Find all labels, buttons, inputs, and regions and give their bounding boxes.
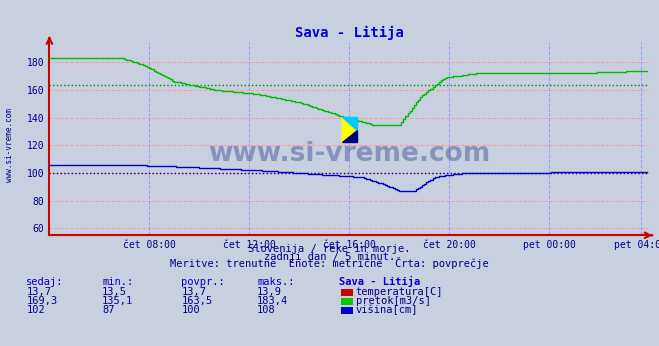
Text: pretok[m3/s]: pretok[m3/s]: [356, 296, 431, 306]
Text: maks.:: maks.:: [257, 277, 295, 288]
Text: višina[cm]: višina[cm]: [356, 304, 418, 315]
Text: povpr.:: povpr.:: [181, 277, 225, 288]
Text: 100: 100: [181, 305, 200, 315]
Polygon shape: [342, 117, 357, 142]
Text: 169,3: 169,3: [26, 296, 57, 306]
Polygon shape: [342, 117, 357, 130]
Text: Slovenija / reke in morje.: Slovenija / reke in morje.: [248, 244, 411, 254]
Polygon shape: [342, 130, 357, 142]
Text: 183,4: 183,4: [257, 296, 288, 306]
Text: 13,7: 13,7: [181, 287, 206, 297]
Text: 13,9: 13,9: [257, 287, 282, 297]
Text: 13,5: 13,5: [102, 287, 127, 297]
Text: 13,7: 13,7: [26, 287, 51, 297]
Text: temperatura[C]: temperatura[C]: [356, 287, 444, 297]
Text: Sava - Litija: Sava - Litija: [339, 276, 420, 288]
Text: zadnji dan / 5 minut.: zadnji dan / 5 minut.: [264, 252, 395, 262]
Text: 102: 102: [26, 305, 45, 315]
Text: 135,1: 135,1: [102, 296, 133, 306]
Text: 108: 108: [257, 305, 275, 315]
Text: www.si-vreme.com: www.si-vreme.com: [208, 141, 490, 167]
Text: Meritve: trenutne  Enote: metrične  Črta: povprečje: Meritve: trenutne Enote: metrične Črta: …: [170, 257, 489, 269]
Text: 163,5: 163,5: [181, 296, 212, 306]
Text: sedaj:: sedaj:: [26, 277, 64, 288]
Text: 87: 87: [102, 305, 115, 315]
Text: www.si-vreme.com: www.si-vreme.com: [5, 108, 14, 182]
Title: Sava - Litija: Sava - Litija: [295, 26, 404, 40]
Text: min.:: min.:: [102, 277, 133, 288]
